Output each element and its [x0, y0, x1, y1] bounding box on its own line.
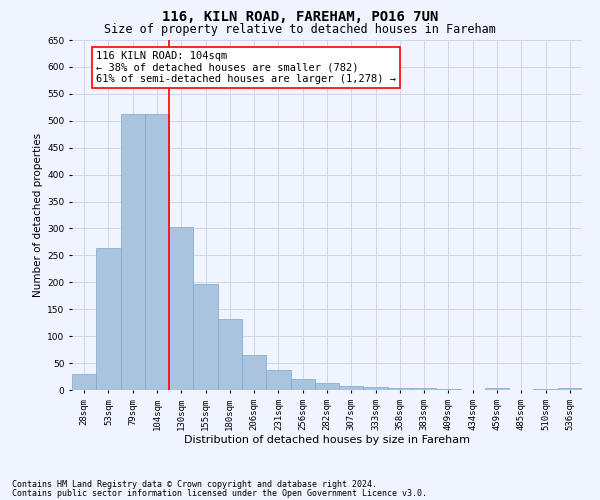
Bar	[96, 248, 121, 390]
Bar	[485, 388, 509, 390]
Bar	[412, 388, 436, 390]
Text: 116 KILN ROAD: 104sqm
← 38% of detached houses are smaller (782)
61% of semi-det: 116 KILN ROAD: 104sqm ← 38% of detached …	[96, 51, 396, 84]
Text: Size of property relative to detached houses in Fareham: Size of property relative to detached ho…	[104, 22, 496, 36]
Bar	[218, 320, 242, 390]
Text: 116, KILN ROAD, FAREHAM, PO16 7UN: 116, KILN ROAD, FAREHAM, PO16 7UN	[162, 10, 438, 24]
Text: Contains HM Land Registry data © Crown copyright and database right 2024.: Contains HM Land Registry data © Crown c…	[12, 480, 377, 489]
Bar	[145, 114, 169, 390]
X-axis label: Distribution of detached houses by size in Fareham: Distribution of detached houses by size …	[184, 436, 470, 446]
Bar	[339, 386, 364, 390]
Bar	[364, 388, 388, 390]
Bar	[242, 355, 266, 390]
Bar	[193, 284, 218, 390]
Bar	[558, 388, 582, 390]
Text: Contains public sector information licensed under the Open Government Licence v3: Contains public sector information licen…	[12, 488, 427, 498]
Bar	[388, 388, 412, 390]
Y-axis label: Number of detached properties: Number of detached properties	[33, 133, 43, 297]
Bar	[290, 379, 315, 390]
Bar	[266, 370, 290, 390]
Bar	[315, 383, 339, 390]
Bar	[121, 114, 145, 390]
Bar	[72, 374, 96, 390]
Bar	[169, 228, 193, 390]
